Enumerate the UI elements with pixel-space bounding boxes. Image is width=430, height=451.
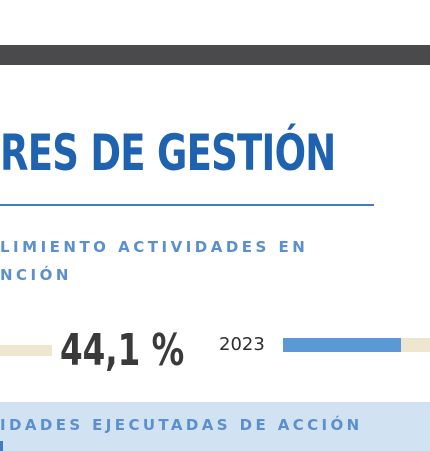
- previous-indicator-bar: [0, 345, 52, 356]
- section-subtitle-line-1: LIMIENTO ACTIVIDADES EN: [0, 238, 309, 256]
- page-title: RES DE GESTIÓN: [0, 124, 336, 182]
- next-section-heading: IDADES EJECUTADAS DE ACCIÓN: [0, 416, 363, 434]
- top-banner-bar: [0, 45, 430, 65]
- indicator-percent: 44,1 %: [60, 325, 185, 376]
- indicator-progress-bar: [283, 338, 430, 352]
- section-subtitle: LIMIENTO ACTIVIDADES EN NCIÓN: [0, 233, 308, 289]
- band-marker: [0, 441, 3, 451]
- section-subtitle-line-2: NCIÓN: [0, 266, 72, 284]
- indicator-progress-fill: [283, 338, 401, 352]
- next-section-band: IDADES EJECUTADAS DE ACCIÓN: [0, 402, 430, 451]
- indicator-year-label: 2023: [219, 334, 265, 355]
- title-underline: [0, 204, 374, 206]
